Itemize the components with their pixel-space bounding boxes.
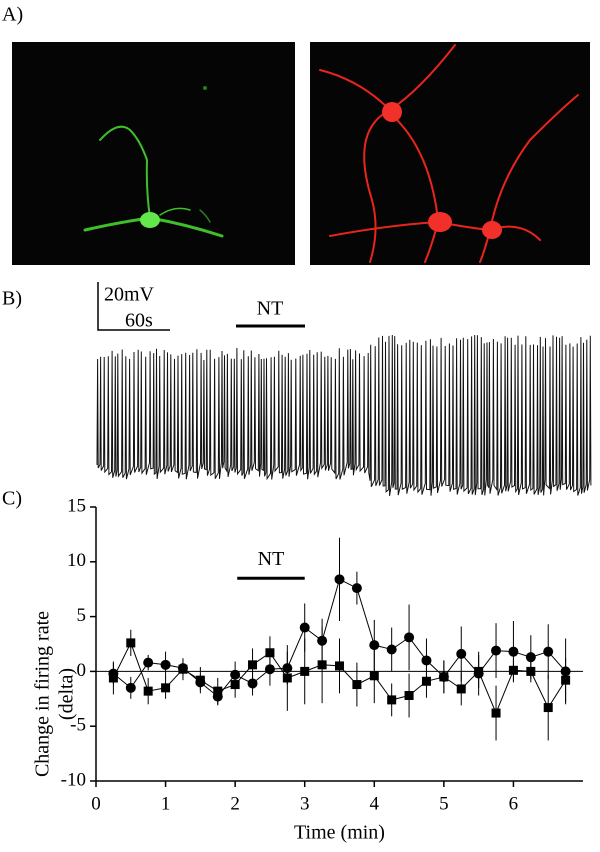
marker: [543, 703, 553, 713]
marker: [474, 666, 484, 676]
marker: [561, 675, 571, 685]
marker: [265, 648, 275, 658]
marker: [421, 655, 432, 666]
y-tick-label: 5: [77, 605, 87, 626]
x-tick-label: 3: [300, 793, 310, 814]
y-axis-unit: (delta): [56, 668, 78, 720]
x-tick-label: 1: [161, 793, 171, 814]
x-tick-label: 4: [370, 793, 380, 814]
marker: [195, 675, 205, 685]
chart: -10 -5 0 5 10 15 0 1 2 3 4 5 6 Time (min) Change in fi…: [32, 495, 583, 844]
x-tick-label: 0: [91, 793, 101, 814]
marker: [143, 686, 153, 696]
marker: [317, 660, 327, 670]
annotation-label: NT: [258, 548, 285, 570]
marker: [491, 645, 502, 656]
x-axis-label: Time (min): [294, 822, 385, 844]
marker: [161, 683, 171, 693]
marker: [508, 665, 518, 675]
marker: [230, 680, 240, 690]
scale-voltage: 20mV: [104, 284, 155, 306]
x-tick-label: 5: [439, 793, 449, 814]
green-image: [12, 42, 295, 265]
marker: [143, 657, 154, 668]
marker: [456, 648, 467, 659]
marker: [525, 652, 536, 663]
marker: [456, 684, 466, 694]
marker: [387, 695, 397, 705]
marker: [300, 666, 310, 676]
marker: [439, 672, 449, 682]
x-tick-label: 6: [509, 793, 519, 814]
red-image: [310, 42, 590, 265]
marker: [247, 678, 258, 689]
marker: [369, 640, 380, 651]
marker: [335, 661, 344, 671]
marker: [282, 673, 292, 683]
marker: [108, 673, 118, 683]
drug-label: NT: [257, 298, 284, 320]
y-tick-label: 15: [67, 495, 86, 516]
y-tick-label: -5: [70, 715, 86, 736]
marker: [386, 644, 397, 655]
marker: [491, 708, 501, 718]
x-tick-label: 2: [230, 793, 240, 814]
marker: [351, 583, 362, 594]
panel-label: A): [2, 4, 23, 26]
y-tick-label: -10: [61, 769, 86, 790]
marker: [125, 682, 136, 693]
marker: [213, 686, 223, 696]
y-tick-label: 0: [77, 660, 87, 681]
marker: [248, 660, 258, 670]
marker: [160, 659, 171, 670]
marker: [352, 680, 362, 690]
trace-scale: 20mV 60s NT: [97, 282, 305, 332]
scale-time: 60s: [125, 310, 153, 332]
y-tick-label: 10: [67, 550, 86, 571]
marker: [404, 691, 414, 701]
marker: [334, 574, 345, 585]
y-axis-label: Change in firing rate: [32, 611, 54, 777]
panel-label: C): [2, 488, 22, 510]
marker: [369, 671, 379, 681]
marker: [421, 676, 431, 686]
marker: [299, 622, 310, 633]
marker: [404, 632, 415, 643]
panel-label: B): [2, 288, 22, 310]
marker: [543, 646, 554, 657]
marker: [178, 664, 188, 674]
marker: [508, 646, 519, 657]
marker: [526, 666, 536, 676]
marker: [126, 638, 136, 648]
voltage-trace: [96, 334, 592, 496]
